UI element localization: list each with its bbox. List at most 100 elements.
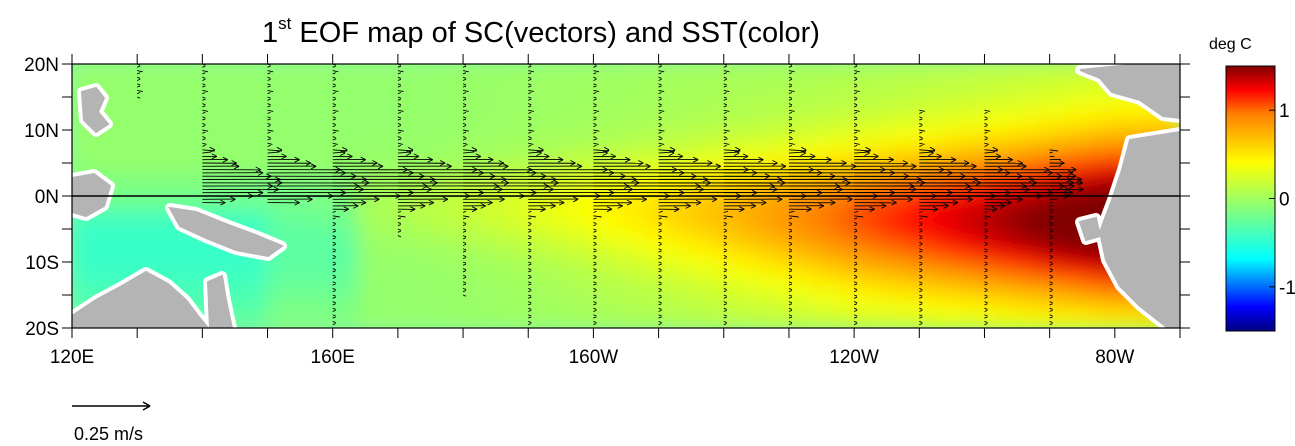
vector-arrow <box>723 210 729 213</box>
vector-arrow <box>788 129 795 132</box>
vector-arrow <box>788 248 793 251</box>
vector-arrowhead <box>841 160 847 166</box>
vector-arrow <box>984 118 988 121</box>
vector-arrowhead <box>1078 186 1084 193</box>
vector-arrow <box>853 268 858 271</box>
vector-arrow <box>332 270 336 273</box>
vector-arrow <box>397 125 402 128</box>
vector-arrow <box>658 287 662 291</box>
vector-arrow <box>528 70 534 73</box>
vector-arrow <box>397 131 402 134</box>
vector-arrow <box>788 72 793 75</box>
vector-arrow <box>919 142 925 145</box>
vector-arrow <box>854 70 860 73</box>
vector-arrow <box>919 320 923 324</box>
vector-arrow <box>593 131 597 134</box>
vector-arrow <box>788 283 793 286</box>
vector-arrow <box>202 122 206 126</box>
vector-arrow <box>397 111 402 114</box>
vector-arrow <box>462 85 467 88</box>
vector-arrow <box>593 276 597 279</box>
y-tick-label: 10N <box>24 121 59 142</box>
vector-arrowhead <box>967 196 973 203</box>
vector-arrow <box>332 316 336 319</box>
vector-arrow <box>788 303 793 306</box>
vector-arrow <box>1049 224 1053 227</box>
vector-arrow <box>853 76 858 79</box>
vector-arrow <box>919 138 924 141</box>
vector-arrow <box>788 314 793 317</box>
vector-arrowhead <box>231 160 237 166</box>
vector-arrow <box>332 78 336 81</box>
vector-arrow <box>593 248 597 251</box>
x-tick-label: 80W <box>1095 347 1134 368</box>
vector-arrowhead <box>570 160 576 166</box>
vector-arrowhead <box>695 199 702 206</box>
vector-arrow <box>397 215 406 218</box>
x-tick-label: 120E <box>50 347 94 368</box>
vector-arrow <box>658 248 662 251</box>
vector-arrow <box>788 270 793 273</box>
vector-arrow <box>462 283 467 286</box>
vector-arrow <box>723 320 727 324</box>
vector-arrow <box>332 118 336 121</box>
vector-arrow <box>723 263 727 266</box>
vector-arrow <box>658 144 662 147</box>
vector-arrow <box>723 274 727 277</box>
vector-arrow <box>397 83 402 86</box>
vector-arrow <box>658 228 662 231</box>
vector-arrow <box>593 136 597 139</box>
vector-arrow <box>593 70 600 73</box>
vector-arrow <box>853 257 858 260</box>
vector-arrow <box>397 235 402 238</box>
vector-arrow <box>528 241 532 244</box>
vector-arrow <box>528 323 532 326</box>
vector-arrow <box>723 307 727 310</box>
colorbar-tick-label: -1 <box>1279 278 1295 299</box>
vector-arrow <box>462 294 467 297</box>
vector-arrow <box>723 314 727 317</box>
vector-arrowhead <box>360 199 367 206</box>
vector-arrow <box>788 85 793 88</box>
vector-arrow <box>137 89 143 93</box>
vector-arrow <box>593 290 597 293</box>
vector-arrow <box>788 257 793 260</box>
vector-arrow <box>462 243 467 246</box>
vector-arrow <box>202 92 206 95</box>
vector-arrowhead <box>353 202 359 209</box>
vector-arrow <box>1049 230 1053 233</box>
vector-arrowhead <box>307 196 313 203</box>
vector-arrowhead <box>220 199 226 206</box>
vector-arrow <box>788 138 794 141</box>
vector-arrowhead <box>360 156 366 163</box>
vector-arrow <box>853 224 858 227</box>
vector-arrow <box>723 142 730 145</box>
vector-arrow <box>202 76 206 79</box>
vector-arrow <box>528 72 532 75</box>
vector-arrow <box>593 98 597 101</box>
axes: 120E 160E 160W 120W 80W 20N 10N 0N 10S 20S <box>24 54 1190 368</box>
vector-arrowhead <box>638 160 644 166</box>
vector-arrow <box>984 316 988 319</box>
land-central-america <box>1079 64 1180 120</box>
vector-arrowhead <box>992 146 998 153</box>
vector-arrow <box>267 72 271 75</box>
vector-arrow <box>984 309 988 312</box>
vector-arrow <box>332 290 336 293</box>
vector-arrow <box>332 109 339 112</box>
vector-arrowhead <box>907 196 913 203</box>
vector-arrow <box>593 109 600 112</box>
vector-arrowhead <box>1067 169 1074 176</box>
vector-arrowhead <box>540 206 546 213</box>
vector-arrow <box>593 221 597 225</box>
vector-arrow <box>202 138 206 141</box>
vector-arrow <box>593 230 597 233</box>
vector-arrow <box>919 250 923 253</box>
vector-arrow <box>658 281 662 284</box>
vector-arrow <box>267 129 274 132</box>
vector-arrowhead <box>343 206 349 213</box>
vector-arrow <box>528 243 532 246</box>
vector-arrow <box>658 276 662 279</box>
vector-arrow <box>984 270 988 273</box>
vector-arrow <box>1049 257 1053 260</box>
